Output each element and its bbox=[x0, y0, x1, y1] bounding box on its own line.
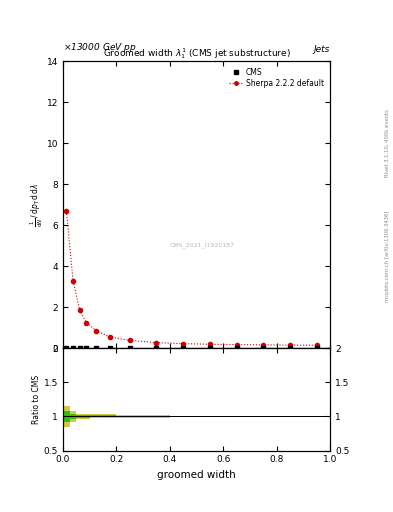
Text: CMS_2021_I1920187: CMS_2021_I1920187 bbox=[169, 242, 234, 248]
Text: mcplots.cern.ch [arXiv:1306.3436]: mcplots.cern.ch [arXiv:1306.3436] bbox=[385, 210, 389, 302]
Y-axis label: $\frac{1}{\mathrm{d}N}\,/\,\mathrm{d}p_\mathrm{T}\,\mathrm{d}\,\mathrm{d}\lambda: $\frac{1}{\mathrm{d}N}\,/\,\mathrm{d}p_\… bbox=[29, 183, 45, 227]
Title: Groomed width $\lambda_1^1$ (CMS jet substructure): Groomed width $\lambda_1^1$ (CMS jet sub… bbox=[103, 47, 290, 61]
Legend: CMS, Sherpa 2.2.2 default: CMS, Sherpa 2.2.2 default bbox=[227, 65, 326, 90]
Text: Rivet 3.1.10, 400k events: Rivet 3.1.10, 400k events bbox=[385, 110, 389, 177]
Text: $\times$13000 GeV pp: $\times$13000 GeV pp bbox=[63, 41, 136, 54]
X-axis label: groomed width: groomed width bbox=[157, 470, 236, 480]
Text: Jets: Jets bbox=[314, 45, 330, 54]
Y-axis label: Ratio to CMS: Ratio to CMS bbox=[32, 375, 41, 424]
